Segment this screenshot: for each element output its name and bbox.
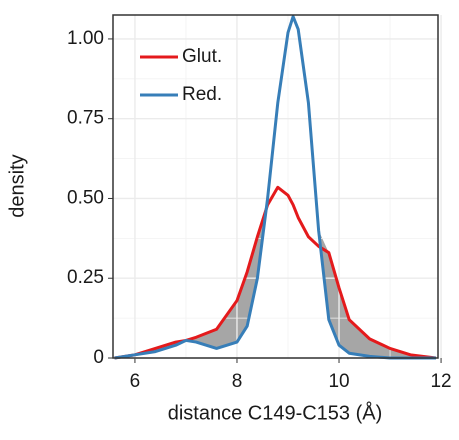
legend-label: Glut. [182,46,222,67]
x-tick-label: 12 [430,371,451,392]
plot-background [113,15,438,358]
y-tick-label: 0.75 [67,108,104,129]
x-tick-label: 8 [232,371,243,392]
x-axis-title: distance C149-C153 (Å) [168,401,383,424]
x-tick-label: 10 [328,371,349,392]
y-tick-label: 0 [93,347,104,368]
plot-border [112,14,439,359]
y-tick-label: 0.50 [67,187,104,208]
line [114,15,436,360]
y-axis-title: density [6,154,28,217]
y-tick-label: 1.00 [67,28,104,49]
x-tick-label: 6 [130,371,141,392]
y-tick-label: 0.25 [67,267,104,288]
legend-label: Red. [182,84,222,105]
